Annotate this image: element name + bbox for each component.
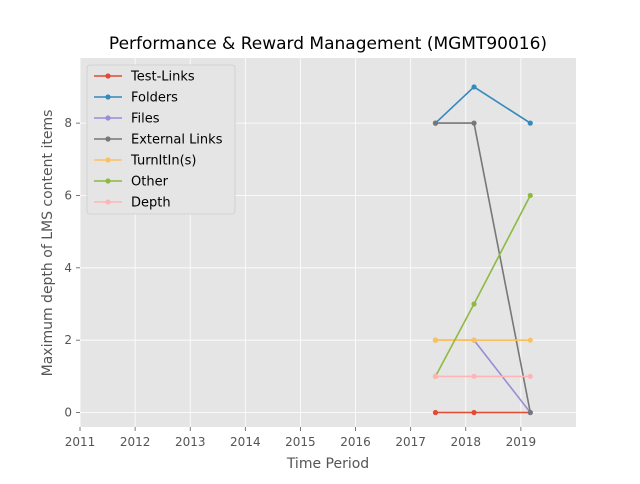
x-tick-label: 2012 [120, 435, 151, 449]
legend-item-other: Other [94, 175, 169, 190]
y-tick-label: 8 [64, 116, 72, 130]
legend-label: Other [131, 175, 169, 190]
data-point-external-links [527, 409, 533, 416]
legend-label: Files [131, 112, 160, 127]
legend-item-external-links: External Links [94, 133, 223, 148]
x-tick-label: 2019 [506, 435, 537, 449]
legend-item-depth: Depth [94, 196, 171, 211]
data-point-other [471, 301, 477, 307]
y-axis-ticks: 0 2 4 6 8 [64, 116, 80, 420]
legend-label: TurnItIn(s) [130, 154, 196, 169]
x-tick-label: 2011 [65, 435, 96, 449]
x-tick-label: 2018 [451, 435, 482, 449]
x-tick-label: 2017 [395, 435, 426, 449]
data-point-test-links [471, 409, 477, 416]
legend-item-folders: Folders [94, 91, 178, 106]
legend-label: Folders [131, 91, 178, 106]
legend-marker [105, 136, 111, 142]
x-tick-label: 2016 [340, 435, 371, 449]
series-lines [432, 84, 533, 416]
data-point-external-links [471, 120, 477, 126]
y-axis-label: Maximum depth of LMS content items [40, 110, 56, 377]
legend-item-test-links: Test-Links [94, 70, 195, 85]
legend-marker [105, 157, 111, 163]
chart-title: Performance & Reward Management (MGMT900… [109, 34, 547, 54]
data-point-depth [432, 373, 439, 379]
data-point-turnitin-s [527, 337, 533, 343]
legend-label: Depth [131, 196, 171, 211]
data-point-folders [527, 120, 533, 126]
legend-label: Test-Links [130, 70, 195, 85]
x-axis-ticks: 2011 2012 2013 2014 2015 2016 2017 2018 2019 [65, 427, 536, 449]
data-point-turnitin-s [432, 337, 439, 343]
data-point-depth [471, 373, 477, 379]
data-point-folders [471, 84, 477, 90]
data-point-other [527, 192, 533, 199]
data-point-depth [527, 373, 533, 379]
data-point-external-links [432, 120, 439, 126]
legend-marker [105, 73, 111, 79]
legend-marker [105, 115, 111, 121]
x-tick-label: 2013 [175, 435, 206, 449]
x-axis-label: Time Period [286, 456, 369, 472]
legend-box [86, 64, 236, 215]
y-tick-label: 4 [64, 261, 72, 275]
x-tick-label: 2015 [285, 435, 316, 449]
legend-item-turnitin-s: TurnItIn(s) [94, 154, 196, 169]
data-point-test-links [432, 409, 439, 416]
y-tick-label: 0 [64, 406, 72, 420]
series-turnitin-s [432, 337, 533, 343]
data-point-turnitin-s [471, 337, 477, 343]
legend-label: External Links [131, 133, 223, 148]
legend-item-files: Files [94, 112, 160, 127]
series-external-links [432, 120, 533, 416]
y-tick-label: 6 [64, 188, 72, 202]
legend: Test-Links Folders Files External Links Turn… [86, 64, 236, 215]
legend-marker [105, 199, 111, 205]
series-depth [432, 373, 533, 379]
legend-marker [105, 94, 111, 100]
y-tick-label: 2 [64, 333, 72, 347]
legend-marker [105, 178, 111, 184]
x-tick-label: 2014 [230, 435, 261, 449]
